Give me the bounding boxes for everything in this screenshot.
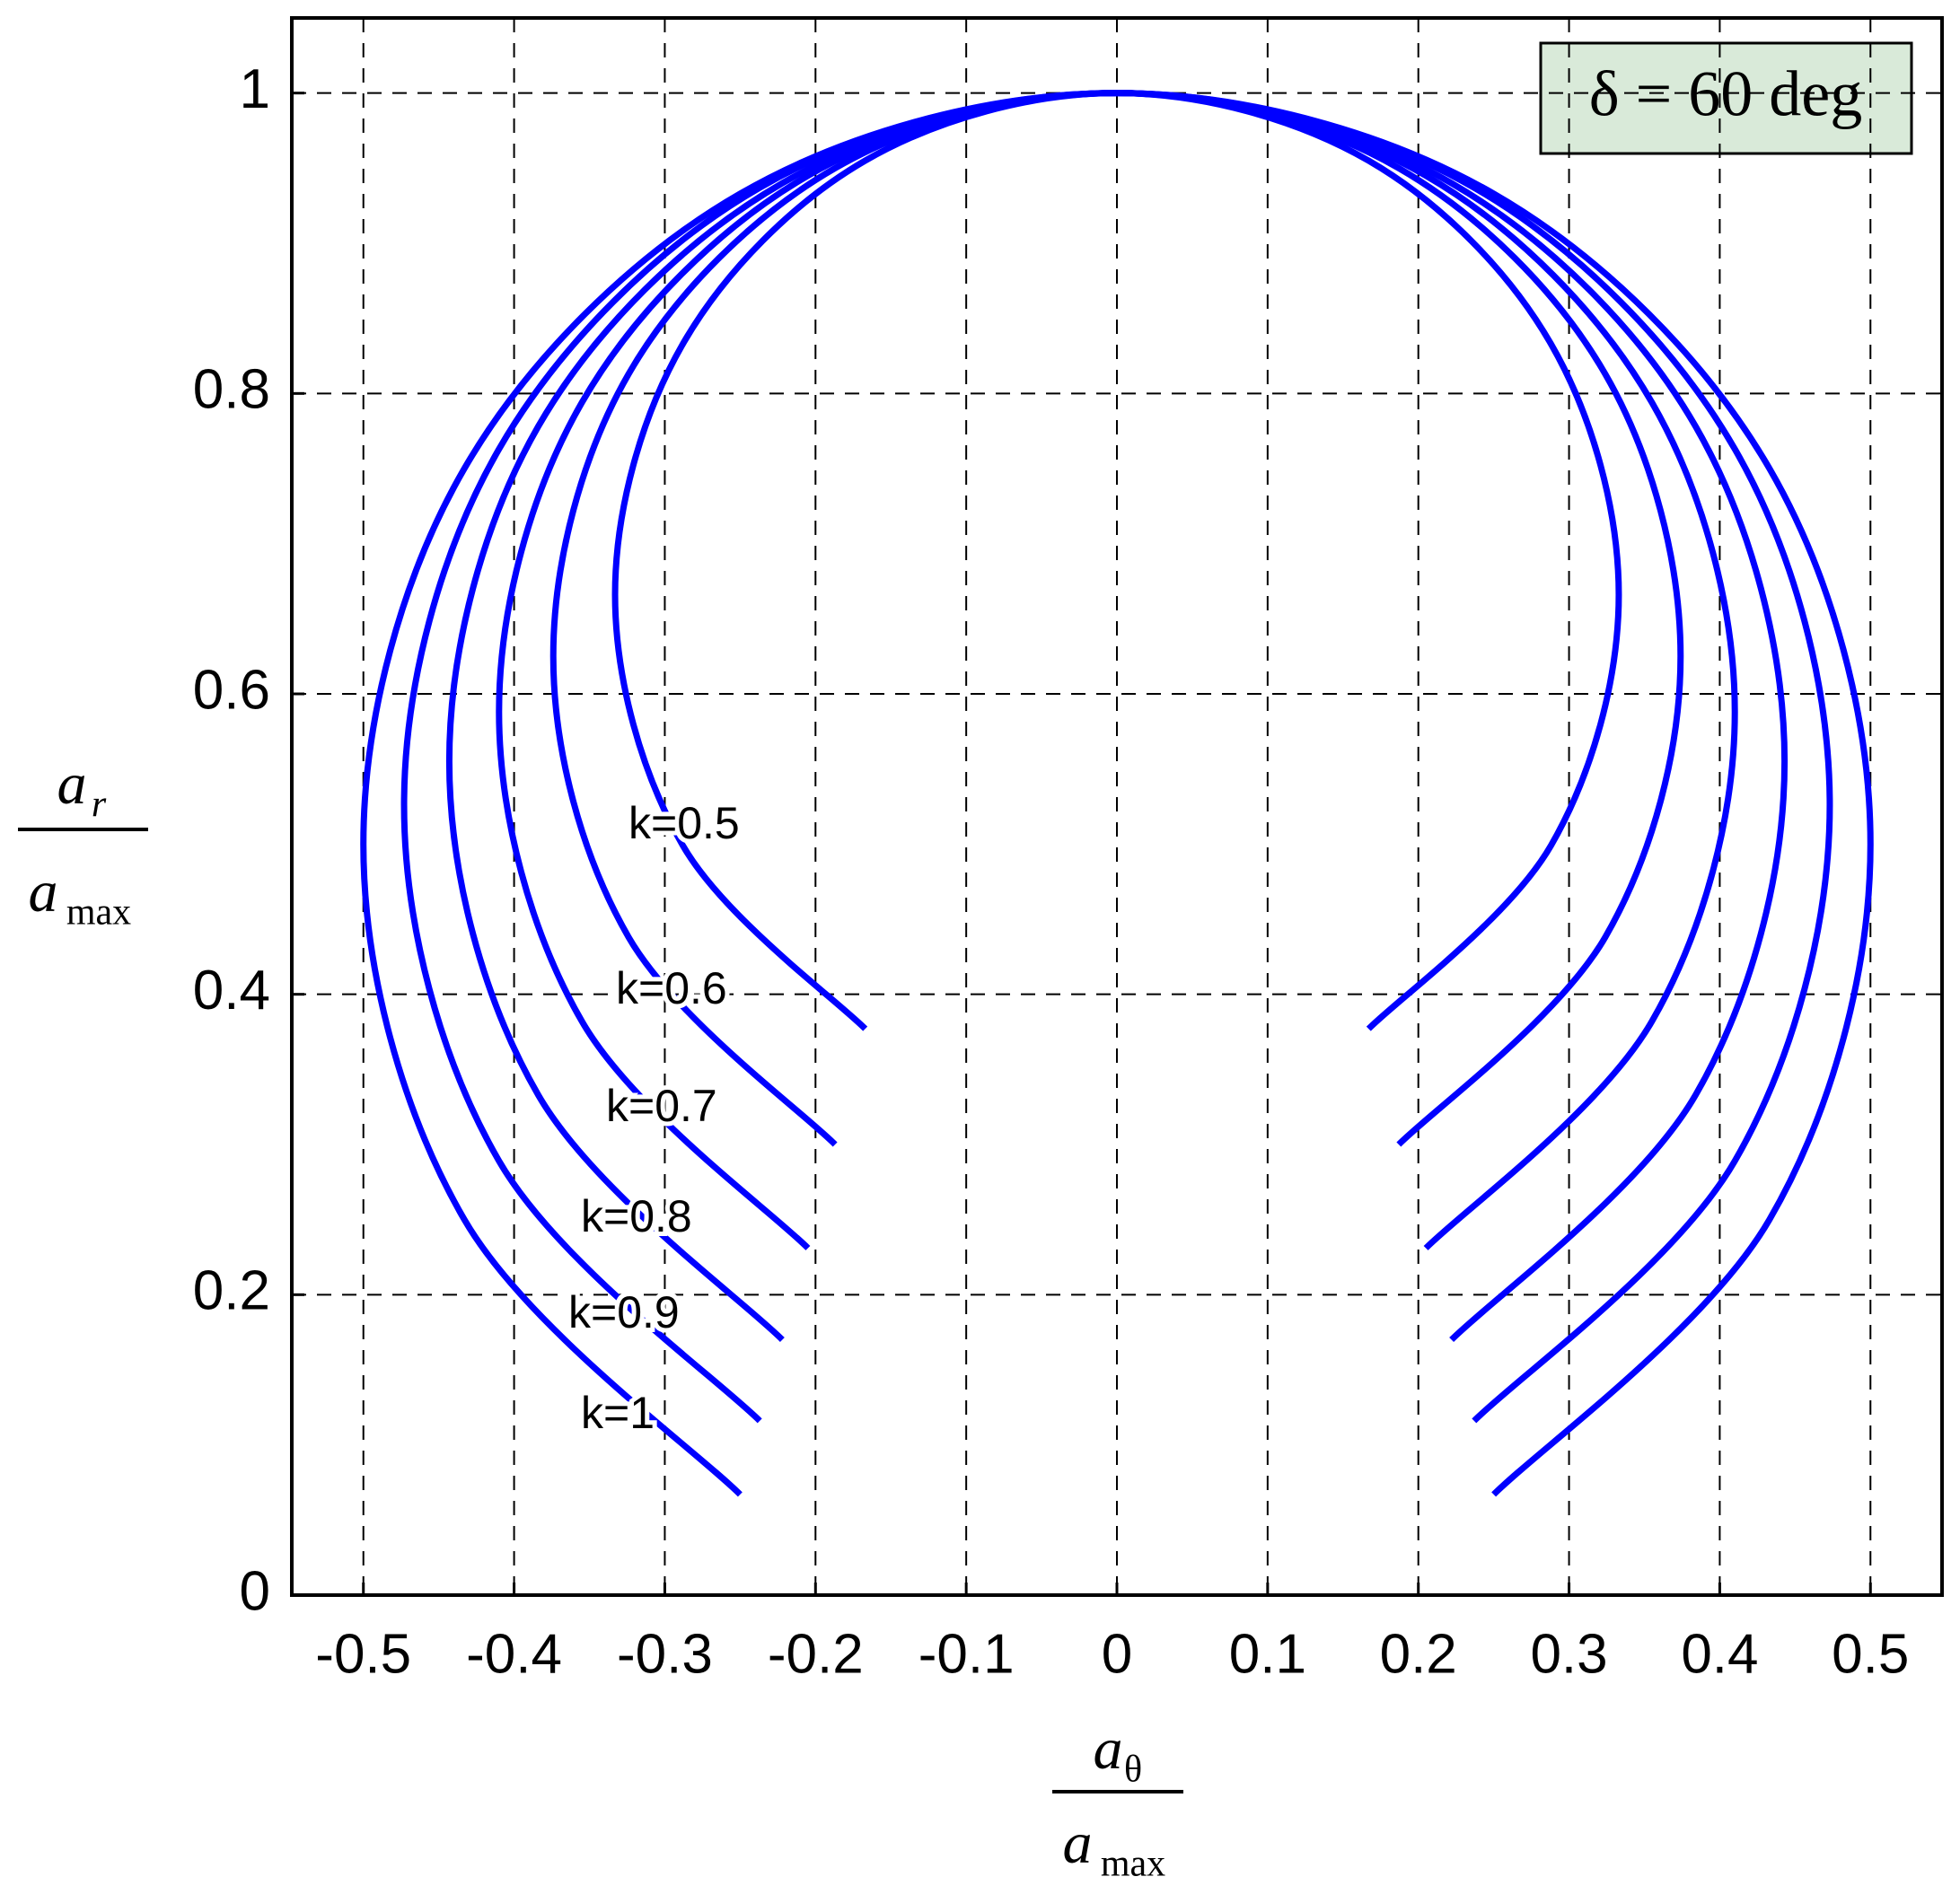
y-label-den-sub: max [66,892,131,934]
plot-frame [290,16,1944,1597]
y-label-num: a [57,751,87,817]
x-label-num-sub: θ [1124,1750,1142,1791]
x-tick-label: 0.1 [1229,1623,1306,1685]
x-tick-label: -0.4 [466,1623,562,1685]
y-tick-label: 0.8 [193,359,270,421]
x-tick-label: 0.2 [1380,1623,1457,1685]
y-label-den: a [29,859,58,925]
x-label-num: a [1094,1716,1123,1782]
y-tick-label: 1 [240,58,270,120]
series-label: k=0.5 [628,798,740,848]
series-label: k=0.6 [616,963,727,1013]
series-label: k=0.8 [581,1191,692,1241]
y-tick-label: 0.2 [193,1260,270,1322]
x-tick-label: 0.3 [1530,1623,1607,1685]
x-tick-label: 0.4 [1681,1623,1758,1685]
x-tick-label: -0.5 [315,1623,411,1685]
y-tick-label: 0 [240,1560,270,1622]
y-tick-label: 0.6 [193,659,270,721]
title-box [1539,41,1913,155]
series-label: k=1 [581,1388,655,1438]
x-tick-label: 0.5 [1832,1623,1909,1685]
y-label-num-sub: r [92,785,107,826]
y-tick-label: 0.4 [193,960,270,1022]
series-label: k=0.7 [606,1081,717,1131]
series-line [611,90,1622,1031]
series-line [360,90,1874,1497]
x-label-den-sub: max [1101,1844,1165,1885]
series-label: k=0.9 [568,1287,680,1337]
x-label-den: a [1063,1811,1093,1876]
x-tick-label: 0 [1102,1623,1132,1685]
x-tick-label: -0.3 [617,1623,713,1685]
x-tick-label: -0.1 [918,1623,1015,1685]
x-tick-label: -0.2 [768,1623,864,1685]
